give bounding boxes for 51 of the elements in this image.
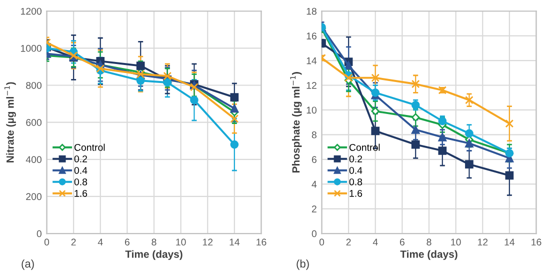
y-tick-label: 18 bbox=[306, 8, 316, 15]
y-tick-label: 8 bbox=[312, 131, 316, 138]
y-tick-label: 6 bbox=[312, 156, 316, 164]
x-tick-label: 10 bbox=[451, 238, 461, 246]
y-tick-label: 10 bbox=[306, 106, 317, 114]
x-tick-label: 6 bbox=[400, 238, 404, 246]
x-tick-label: 0 bbox=[44, 238, 50, 246]
x-tick-label: 16 bbox=[532, 238, 542, 246]
y-tick-label: 1000 bbox=[21, 44, 42, 52]
text: (b) bbox=[296, 259, 309, 270]
x-tick-label: 0 bbox=[319, 238, 324, 246]
y-tick-label: 4 bbox=[312, 180, 317, 188]
x-axis-title: Time (days) bbox=[400, 250, 458, 260]
legend-label: Control bbox=[349, 144, 380, 151]
y-axis-title: Nitrate (µg ml$^{−1}$) bbox=[4, 82, 16, 162]
x-tick-label: 2 bbox=[71, 238, 76, 246]
x-tick-label: 14 bbox=[504, 238, 515, 246]
y-tick-label: 0 bbox=[36, 230, 42, 238]
x-tick-label: 2 bbox=[346, 238, 351, 246]
x-tick-label: 8 bbox=[152, 238, 156, 246]
y-tick-label: 200 bbox=[26, 193, 42, 200]
x-tick-label: 6 bbox=[124, 238, 130, 246]
x-tick-label: 16 bbox=[256, 238, 266, 246]
y-axis-title: Phosphate (µg ml$^{−1}$) bbox=[290, 72, 302, 172]
x-tick-label: 12 bbox=[202, 238, 213, 246]
legend-label: 0.4 bbox=[349, 166, 362, 174]
y-tick-label: 0 bbox=[312, 230, 317, 238]
y-tick-label: 16 bbox=[306, 32, 316, 40]
x-axis-title: Time (days) bbox=[125, 250, 182, 260]
y-tick-label: 14 bbox=[306, 57, 317, 64]
legend-label: 0.4 bbox=[74, 166, 88, 174]
legend-label: 1.6 bbox=[74, 190, 88, 197]
x-tick-label: 10 bbox=[176, 238, 186, 246]
y-tick-label: 1200 bbox=[21, 8, 42, 15]
x-tick-label: 12 bbox=[478, 238, 488, 246]
y-tick-label: 12 bbox=[306, 82, 316, 89]
legend-label: 0.8 bbox=[74, 178, 88, 186]
legend-label: 0.8 bbox=[349, 178, 362, 186]
legend-label: 0.2 bbox=[74, 155, 87, 162]
legend-label: 0.2 bbox=[349, 155, 362, 162]
y-tick-label: 2 bbox=[312, 206, 316, 212]
x-tick-label: 4 bbox=[372, 238, 378, 246]
x-tick-label: 8 bbox=[426, 238, 432, 246]
y-tick-label: 600 bbox=[26, 119, 42, 126]
x-tick-label: 4 bbox=[98, 238, 103, 246]
legend-label: 1.6 bbox=[350, 190, 362, 197]
y-tick-label: 800 bbox=[26, 82, 42, 89]
legend-label: Control bbox=[74, 144, 105, 151]
x-tick-label: 14 bbox=[230, 238, 240, 246]
text: (a) bbox=[22, 259, 34, 270]
y-tick-label: 400 bbox=[26, 156, 42, 164]
